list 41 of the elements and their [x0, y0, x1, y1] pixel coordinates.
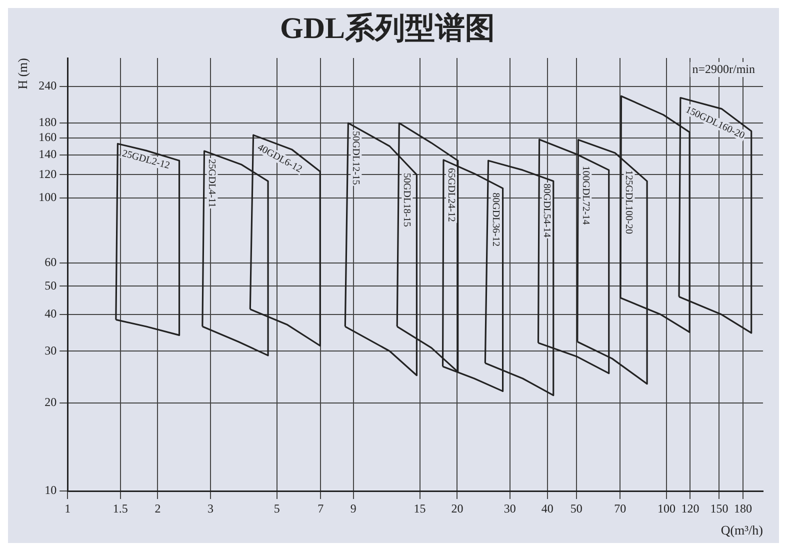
- y-tick-label: 240: [38, 78, 57, 93]
- x-tick-label: 150: [710, 501, 728, 516]
- y-axis-title: H (m): [15, 58, 30, 90]
- text: 80GDL54-14: [541, 183, 552, 238]
- text: 50GDL18-15: [401, 173, 412, 227]
- text: 100GDL72-14: [580, 166, 592, 225]
- x-tick-label: 9: [350, 501, 356, 516]
- x-tick-label: 15: [414, 501, 426, 516]
- x-tick-label: 180: [734, 501, 752, 516]
- x-tick-label: 100: [658, 501, 676, 516]
- x-tick-label: 2: [154, 501, 161, 516]
- x-tick-label: 30: [504, 501, 516, 516]
- y-tick-label: 100: [38, 190, 57, 204]
- x-tick-label: 40: [541, 501, 554, 516]
- text: 50GDL12-15: [350, 131, 362, 185]
- text: 65GDL24-12: [445, 168, 456, 222]
- x-tick-label: 5: [274, 501, 280, 516]
- x-tick-label: 70: [614, 501, 626, 516]
- x-axis-title: Q(m³/h): [720, 522, 763, 538]
- x-tick-label: 7: [318, 501, 324, 516]
- text: 80GDL36-12: [490, 192, 502, 246]
- x-tick-label: 1.5: [112, 501, 128, 516]
- x-tick-label: 1: [64, 501, 71, 516]
- y-tick-label: 120: [38, 166, 57, 181]
- x-tick-label: 50: [570, 501, 582, 516]
- x-tick-label: 3: [207, 501, 214, 516]
- y-tick-label: 140: [38, 147, 57, 162]
- y-tick-label: 180: [38, 115, 57, 130]
- text: 25GDL4-11: [206, 159, 218, 208]
- x-tick-label: 20: [451, 501, 464, 516]
- text: 125GDL100-20: [623, 170, 634, 234]
- chart-title: GDL系列型谱图: [280, 12, 496, 45]
- y-tick-label: 50: [44, 278, 57, 292]
- y-tick-label: 30: [44, 343, 57, 358]
- y-tick-label: 160: [38, 130, 57, 144]
- x-tick-label: 120: [681, 501, 700, 516]
- y-tick-label: 10: [44, 483, 57, 498]
- y-tick-label: 60: [44, 255, 57, 270]
- annotation: n=2900r/min: [692, 62, 755, 76]
- y-tick-label: 40: [44, 306, 57, 321]
- y-tick-label: 20: [44, 394, 57, 409]
